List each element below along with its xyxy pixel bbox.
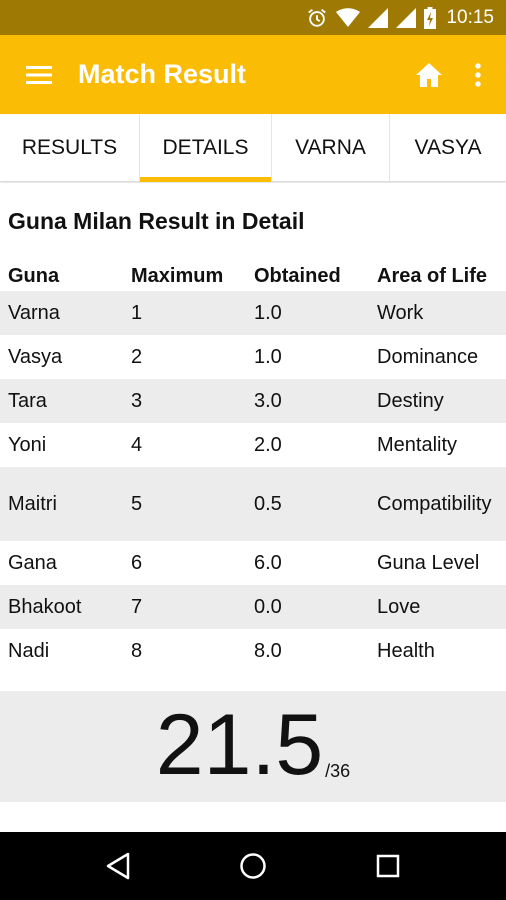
- recents-icon: [377, 854, 400, 878]
- total-score-panel: 21.5 /36: [0, 691, 506, 802]
- alarm-icon: [306, 7, 328, 29]
- table-header: Guna Maximum Obtained Area of Life: [0, 261, 506, 291]
- guna-table: Guna Maximum Obtained Area of Life Varna…: [0, 261, 506, 673]
- more-vert-icon: [475, 62, 481, 87]
- cell-obtained: 0.0: [254, 595, 282, 618]
- menu-button[interactable]: [0, 35, 78, 114]
- menu-icon: [26, 65, 52, 84]
- details-content[interactable]: Guna Milan Result in Detail Guna Maximum…: [0, 183, 506, 831]
- home-icon: [416, 62, 442, 87]
- battery-charging-icon: [424, 6, 437, 29]
- table-row: Bhakoot 7 0.0 Love: [0, 585, 506, 629]
- tab-results[interactable]: RESULTS: [0, 114, 140, 182]
- cell-area: Love: [377, 596, 421, 618]
- roaming-signal-icon: R: [396, 7, 417, 28]
- table-row: Maitri 5 0.5 Compatibility: [0, 467, 506, 541]
- cell-area: Compatibility: [377, 493, 492, 515]
- cell-maximum: 1: [131, 301, 143, 324]
- header-obtained: Obtained: [254, 264, 341, 287]
- signal-icon: [368, 7, 389, 28]
- svg-text:R: R: [398, 9, 405, 19]
- header-area-of-life: Area of Life: [377, 265, 488, 287]
- cell-guna: Gana: [8, 551, 57, 574]
- cell-maximum: 3: [131, 389, 143, 412]
- tab-bar: RESULTS DETAILS VARNA VASYA: [0, 114, 506, 182]
- cell-area: Dominance: [377, 346, 479, 368]
- app-bar: Match Result: [0, 35, 506, 114]
- home-button[interactable]: [404, 35, 454, 114]
- cell-guna: Yoni: [8, 433, 47, 456]
- cell-maximum: 6: [131, 551, 143, 574]
- cell-obtained: 3.0: [254, 389, 282, 412]
- cell-obtained: 2.0: [254, 433, 282, 456]
- cell-maximum: 5: [131, 492, 143, 515]
- table-row: Tara 3 3.0 Destiny: [0, 379, 506, 423]
- status-time: 10:15: [446, 6, 494, 28]
- nav-back-button[interactable]: [88, 836, 148, 896]
- cell-maximum: 2: [131, 345, 143, 368]
- cell-area: Mentality: [377, 434, 458, 456]
- status-bar: R 10:15: [0, 0, 506, 35]
- cell-obtained: 0.5: [254, 492, 282, 515]
- cell-obtained: 8.0: [254, 639, 282, 662]
- home-circle-icon: [240, 853, 266, 879]
- table-row: Vasya 2 1.0 Dominance: [0, 335, 506, 379]
- nav-home-button[interactable]: [223, 836, 283, 896]
- cell-obtained: 1.0: [254, 345, 282, 368]
- section-title: Guna Milan Result in Detail: [8, 208, 305, 234]
- cell-guna: Vasya: [8, 345, 63, 368]
- cell-guna: Varna: [8, 301, 60, 324]
- tab-varna[interactable]: VARNA: [272, 114, 390, 182]
- tab-vasya[interactable]: VASYA: [414, 136, 482, 159]
- table-row: Nadi 8 8.0 Health: [0, 629, 506, 673]
- table-row: Gana 6 6.0 Guna Level: [0, 541, 506, 585]
- cell-obtained: 1.0: [254, 301, 282, 324]
- back-icon: [106, 852, 129, 880]
- total-score-value: 21.5: [155, 697, 324, 793]
- table-row: Varna 1 1.0 Work: [0, 291, 506, 335]
- table-row: Yoni 4 2.0 Mentality: [0, 423, 506, 467]
- cell-maximum: 7: [131, 595, 143, 618]
- cell-guna: Maitri: [8, 492, 57, 515]
- cell-obtained: 6.0: [254, 551, 282, 574]
- cell-area: Health: [377, 640, 435, 662]
- wifi-icon: [336, 7, 361, 28]
- cell-guna: Nadi: [8, 639, 50, 662]
- total-score-max: /36: [325, 761, 351, 781]
- header-guna: Guna: [8, 264, 60, 287]
- more-options-button[interactable]: [454, 35, 502, 114]
- cell-guna: Bhakoot: [8, 595, 82, 618]
- tab-details[interactable]: DETAILS: [140, 114, 272, 182]
- system-nav-bar: [0, 832, 506, 900]
- cell-area: Work: [377, 302, 424, 324]
- app-title: Match Result: [78, 59, 247, 89]
- nav-recents-button[interactable]: [358, 836, 418, 896]
- cell-area: Guna Level: [377, 552, 480, 574]
- cell-maximum: 8: [131, 639, 143, 662]
- cell-maximum: 4: [131, 433, 143, 456]
- cell-guna: Tara: [8, 389, 47, 412]
- header-maximum: Maximum: [131, 264, 224, 287]
- cell-area: Destiny: [377, 390, 444, 412]
